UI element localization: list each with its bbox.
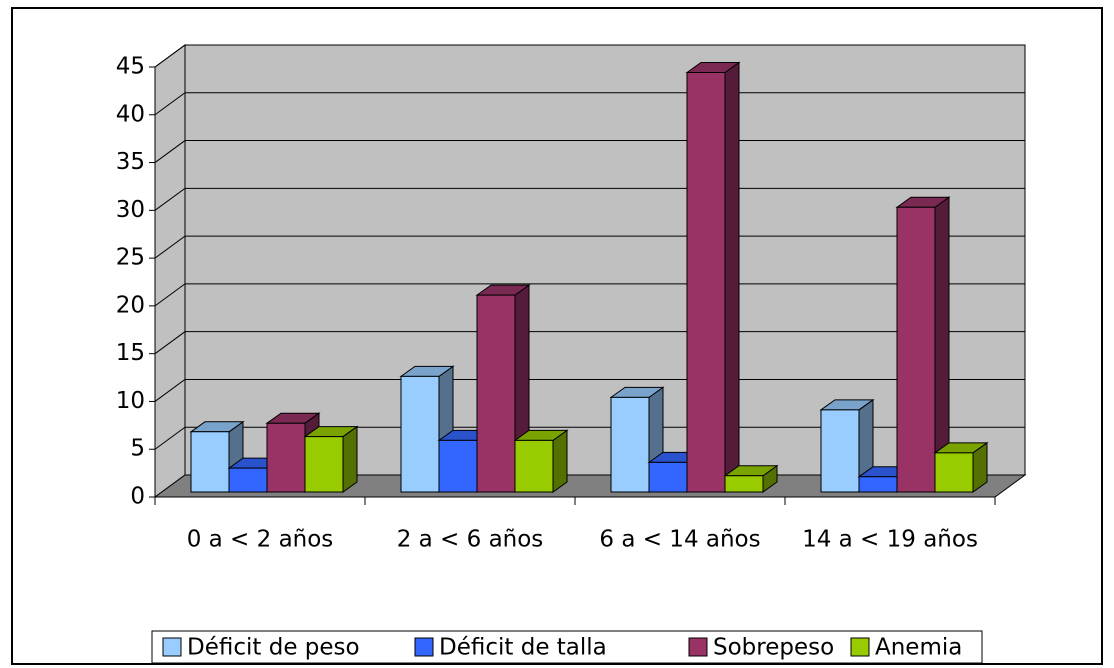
- bar: [895, 196, 951, 493]
- legend-swatch: [850, 637, 870, 657]
- bar-front: [304, 436, 344, 493]
- side-wall: [154, 44, 186, 498]
- bar: [723, 464, 779, 493]
- bar-side: [342, 425, 358, 493]
- legend-label: Déficit de talla: [439, 635, 607, 661]
- legend-swatch: [414, 637, 434, 657]
- y-tick-label: 35: [116, 149, 145, 175]
- bar-front: [934, 452, 974, 493]
- bar-front: [228, 467, 268, 493]
- bar-front: [858, 476, 898, 493]
- legend-box: [151, 630, 983, 664]
- grid-line: [154, 378, 1025, 402]
- y-tick-label: 40: [116, 101, 145, 127]
- bar-front: [190, 431, 230, 493]
- bar-side: [724, 61, 740, 493]
- y-tick-label: 30: [116, 197, 145, 223]
- y-tick-label: 0: [130, 484, 145, 510]
- y-tick-label: 5: [130, 436, 145, 462]
- legend-swatch: [162, 637, 182, 657]
- x-tick-label: 14 a < 19 años: [802, 527, 978, 553]
- grid-line: [154, 426, 1025, 450]
- bar-front: [686, 72, 726, 493]
- bar-front: [514, 439, 554, 493]
- bar: [933, 441, 989, 493]
- grid-line: [154, 331, 1025, 355]
- bar-front: [610, 396, 650, 493]
- y-tick-label: 15: [116, 340, 145, 366]
- legend-label: Anemia: [875, 635, 962, 661]
- bar-side: [552, 429, 568, 493]
- bar-front: [896, 206, 936, 493]
- legend-swatch: [688, 637, 708, 657]
- x-tick-label: 6 a < 14 años: [599, 527, 760, 553]
- grid-line: [154, 283, 1025, 307]
- grid-line: [154, 44, 1025, 68]
- bar-front: [400, 375, 440, 493]
- y-tick-label: 45: [116, 54, 145, 80]
- bar-front: [266, 422, 306, 493]
- bar-front: [820, 409, 860, 493]
- x-tick-label: 2 a < 6 años: [397, 527, 544, 553]
- bar: [685, 61, 741, 493]
- legend-label: Sobrepeso: [713, 635, 834, 661]
- grid-line: [154, 187, 1025, 211]
- bar-front: [438, 439, 478, 493]
- grid-line: [154, 92, 1025, 116]
- y-tick-label: 25: [116, 245, 145, 271]
- x-tick-label: 0 a < 2 años: [187, 527, 334, 553]
- bar-front: [648, 461, 688, 493]
- bar: [303, 425, 359, 493]
- legend-label: Déficit de peso: [187, 635, 360, 661]
- grid-line: [154, 235, 1025, 259]
- bar: [513, 429, 569, 493]
- y-tick-label: 10: [116, 388, 145, 414]
- y-tick-label: 20: [116, 292, 145, 318]
- bar-front: [724, 475, 764, 493]
- bar-front: [476, 294, 516, 493]
- grid-line: [154, 140, 1025, 163]
